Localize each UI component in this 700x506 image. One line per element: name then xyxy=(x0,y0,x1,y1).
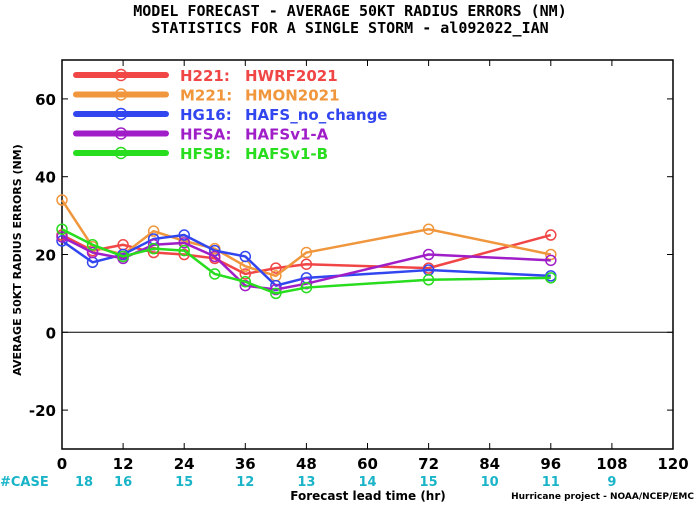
case-count: 18 xyxy=(75,475,93,490)
series-line xyxy=(61,235,551,291)
legend-label: HAFSv1-B xyxy=(245,145,328,163)
data-point xyxy=(422,223,435,235)
data-point xyxy=(147,225,160,237)
data-point xyxy=(178,229,190,241)
y-axis-label: AVERAGE 50KT RADIUS ERRORS (NM) xyxy=(11,144,24,375)
legend-code: HG16: xyxy=(180,106,232,124)
data-point xyxy=(545,272,557,284)
x-tick-label: 60 xyxy=(357,455,378,473)
legend-swatch-marker xyxy=(114,127,128,140)
x-tick-label: 36 xyxy=(235,455,256,473)
x-tick-label: 72 xyxy=(418,455,439,473)
data-point xyxy=(239,250,252,263)
legend-code: HFSA: xyxy=(180,126,232,144)
data-point xyxy=(545,229,557,241)
data-point xyxy=(56,223,68,235)
case-count: 11 xyxy=(542,475,560,490)
x-tick-label: 120 xyxy=(657,455,688,473)
x-tick-label: 0 xyxy=(57,455,67,473)
legend-code: HFSB: xyxy=(180,145,231,163)
data-point xyxy=(178,244,190,257)
data-point xyxy=(422,248,435,261)
data-point xyxy=(209,268,221,280)
data-point xyxy=(178,237,190,249)
legend-swatch-marker xyxy=(114,88,128,101)
y-tick-label: 0 xyxy=(46,324,56,342)
credit-text: Hurricane project - NOAA/NCEP/EMC xyxy=(511,492,694,502)
data-point xyxy=(300,258,313,270)
case-count: 15 xyxy=(175,475,193,490)
data-point xyxy=(239,268,252,280)
data-point xyxy=(300,281,313,294)
legend-item: HFSB: HAFSv1-B xyxy=(73,145,328,163)
data-series xyxy=(56,194,557,300)
x-tick-label: 84 xyxy=(479,455,500,473)
data-point xyxy=(270,262,282,274)
series-hafsv1-b xyxy=(56,223,557,300)
y-tick-label: 20 xyxy=(35,247,56,265)
data-point xyxy=(56,194,68,206)
legend-item: HG16: HAFS_no_change xyxy=(73,106,387,124)
data-point xyxy=(545,254,557,267)
series-hafsv1-a xyxy=(56,231,557,296)
legend-swatch-marker xyxy=(114,107,128,121)
series-line xyxy=(61,233,552,276)
data-point xyxy=(422,274,435,286)
x-tick-label: 108 xyxy=(596,455,627,473)
data-point xyxy=(86,246,99,259)
case-count-row: #CASE 18 16 15 12 13 14 15 10 11 9 xyxy=(0,475,616,490)
y-tick-label: 40 xyxy=(35,169,56,187)
data-point xyxy=(56,231,68,243)
case-count: 15 xyxy=(420,475,438,490)
series-line xyxy=(61,228,551,295)
x-axis-label: Forecast lead time (hr) xyxy=(290,489,446,503)
chart-title: MODEL FORECAST - AVERAGE 50KT RADIUS ERR… xyxy=(133,2,567,20)
y-axis: -20 0 20 40 60 xyxy=(29,91,673,420)
data-point xyxy=(209,250,221,263)
data-point xyxy=(270,287,282,300)
legend-label: HAFS_no_change xyxy=(245,106,387,124)
legend-swatch-marker xyxy=(114,68,128,82)
y-tick-label: -20 xyxy=(29,402,56,420)
x-tick-label: 24 xyxy=(174,455,195,473)
x-tick-label: 12 xyxy=(113,455,134,473)
legend-item: H221: HWRF2021 xyxy=(73,67,338,85)
legend-swatch-marker xyxy=(114,146,128,160)
case-count: 12 xyxy=(236,475,254,490)
case-count: 14 xyxy=(358,475,376,490)
x-tick-label: 48 xyxy=(296,455,317,473)
legend-item: M221: HMON2021 xyxy=(73,87,340,105)
legend-label: HWRF2021 xyxy=(245,67,338,85)
legend: H221: HWRF2021 M221: HMON2021 HG16: HAFS_no_c… xyxy=(73,67,387,163)
y-tick-label: 60 xyxy=(35,91,56,109)
data-point xyxy=(239,275,252,288)
data-point xyxy=(117,250,129,263)
case-label: #CASE xyxy=(0,475,49,490)
legend-label: HMON2021 xyxy=(245,87,340,105)
legend-code: M221: xyxy=(180,87,232,105)
chart-subtitle: STATISTICS FOR A SINGLE STORM - al092022… xyxy=(151,19,549,37)
legend-label: HAFSv1-A xyxy=(245,126,329,144)
data-point xyxy=(147,242,160,255)
case-count: 10 xyxy=(481,475,499,490)
case-count: 13 xyxy=(297,475,315,490)
legend-item: HFSA: HAFSv1-A xyxy=(73,126,329,144)
x-tick-label: 96 xyxy=(540,455,561,473)
case-count: 16 xyxy=(114,475,132,490)
case-count: 9 xyxy=(607,475,616,490)
data-point xyxy=(300,246,313,259)
legend-code: H221: xyxy=(180,67,230,85)
data-point xyxy=(86,239,99,251)
series-hmon2021 xyxy=(56,194,557,282)
x-axis: 0 12 24 36 48 60 72 84 96 108 120 xyxy=(57,60,689,473)
